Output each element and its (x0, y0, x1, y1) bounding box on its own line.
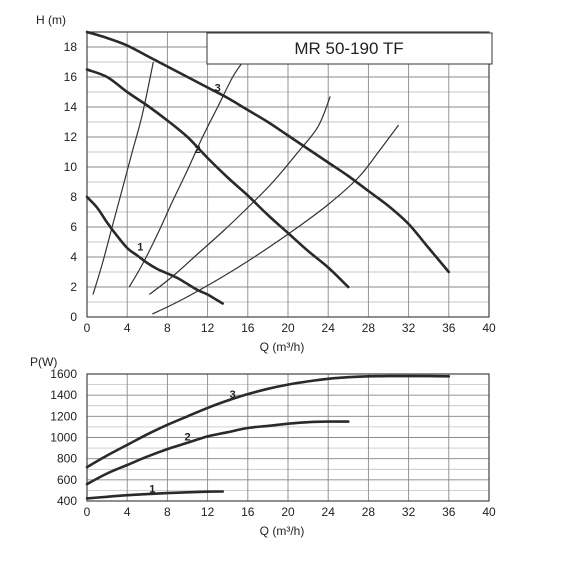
y-tick-label: 10 (64, 160, 78, 174)
system-curve (152, 124, 400, 315)
series-label-2: 2 (194, 144, 200, 156)
series-line-2 (85, 68, 350, 289)
x-tick-label: 4 (124, 505, 131, 519)
x-tick-label: 20 (281, 321, 295, 335)
series-line-3 (85, 30, 451, 274)
series-label-1: 1 (149, 483, 155, 495)
y-tick-label: 2 (70, 280, 77, 294)
system-curve (128, 61, 244, 288)
x-tick-label: 40 (482, 505, 496, 519)
x-tick-label: 20 (281, 505, 295, 519)
y-tick-label: 1000 (50, 431, 77, 445)
x-tick-label: 4 (124, 321, 131, 335)
x-tick-label: 28 (362, 321, 376, 335)
series-line-3 (85, 374, 451, 469)
series-line-2 (85, 420, 350, 486)
y-tick-label: 600 (57, 473, 77, 487)
plot-frame (86, 373, 490, 502)
system-curve (92, 61, 154, 295)
y-tick-label: 0 (70, 310, 77, 324)
x-tick-label: 0 (84, 321, 91, 335)
x-tick-label: 36 (442, 505, 456, 519)
y-tick-label: 6 (70, 220, 77, 234)
x-tick-label: 16 (241, 321, 255, 335)
y-tick-label: 800 (57, 452, 77, 466)
x-tick-label: 24 (322, 505, 336, 519)
x-tick-label: 32 (402, 321, 416, 335)
series-label-3: 3 (215, 83, 221, 95)
y-axis-label: H (m) (36, 13, 66, 27)
x-tick-label: 0 (84, 505, 91, 519)
x-axis-label: Q (m³/h) (260, 340, 305, 354)
chart-panel-2: 0 4 8 12 16 20 24 28 32 36 40400600800100012001400… (30, 355, 496, 538)
x-tick-label: 24 (322, 321, 336, 335)
series-line-1 (85, 195, 224, 305)
x-tick-label: 36 (442, 321, 456, 335)
y-tick-label: 4 (70, 250, 77, 264)
x-tick-label: 28 (362, 505, 376, 519)
x-tick-label: 32 (402, 505, 416, 519)
plot-frame (86, 31, 490, 318)
y-tick-label: 16 (64, 70, 78, 84)
x-tick-label: 8 (164, 505, 171, 519)
y-tick-label: 18 (64, 40, 78, 54)
y-tick-label: 8 (70, 190, 77, 204)
title-box: MR 50-190 TF (206, 32, 493, 65)
y-tick-label: 12 (64, 130, 78, 144)
x-tick-label: 8 (164, 321, 171, 335)
series-line-1 (85, 490, 224, 500)
chart-title: MR 50-190 TF (294, 39, 403, 58)
x-tick-label: 12 (201, 505, 215, 519)
series-label-2: 2 (184, 431, 190, 443)
series-label-3: 3 (230, 389, 236, 401)
y-tick-label: 1400 (50, 388, 77, 402)
x-tick-label: 12 (201, 321, 215, 335)
y-tick-label: 400 (57, 494, 77, 508)
x-tick-label: 16 (241, 505, 255, 519)
series-label-1: 1 (137, 242, 143, 254)
y-axis-label: P(W) (30, 355, 57, 369)
y-tick-label: 14 (64, 100, 78, 114)
y-tick-label: 1600 (50, 367, 77, 381)
system-curve (148, 96, 331, 295)
x-tick-label: 40 (482, 321, 496, 335)
x-axis-label: Q (m³/h) (260, 524, 305, 538)
y-tick-label: 1200 (50, 409, 77, 423)
